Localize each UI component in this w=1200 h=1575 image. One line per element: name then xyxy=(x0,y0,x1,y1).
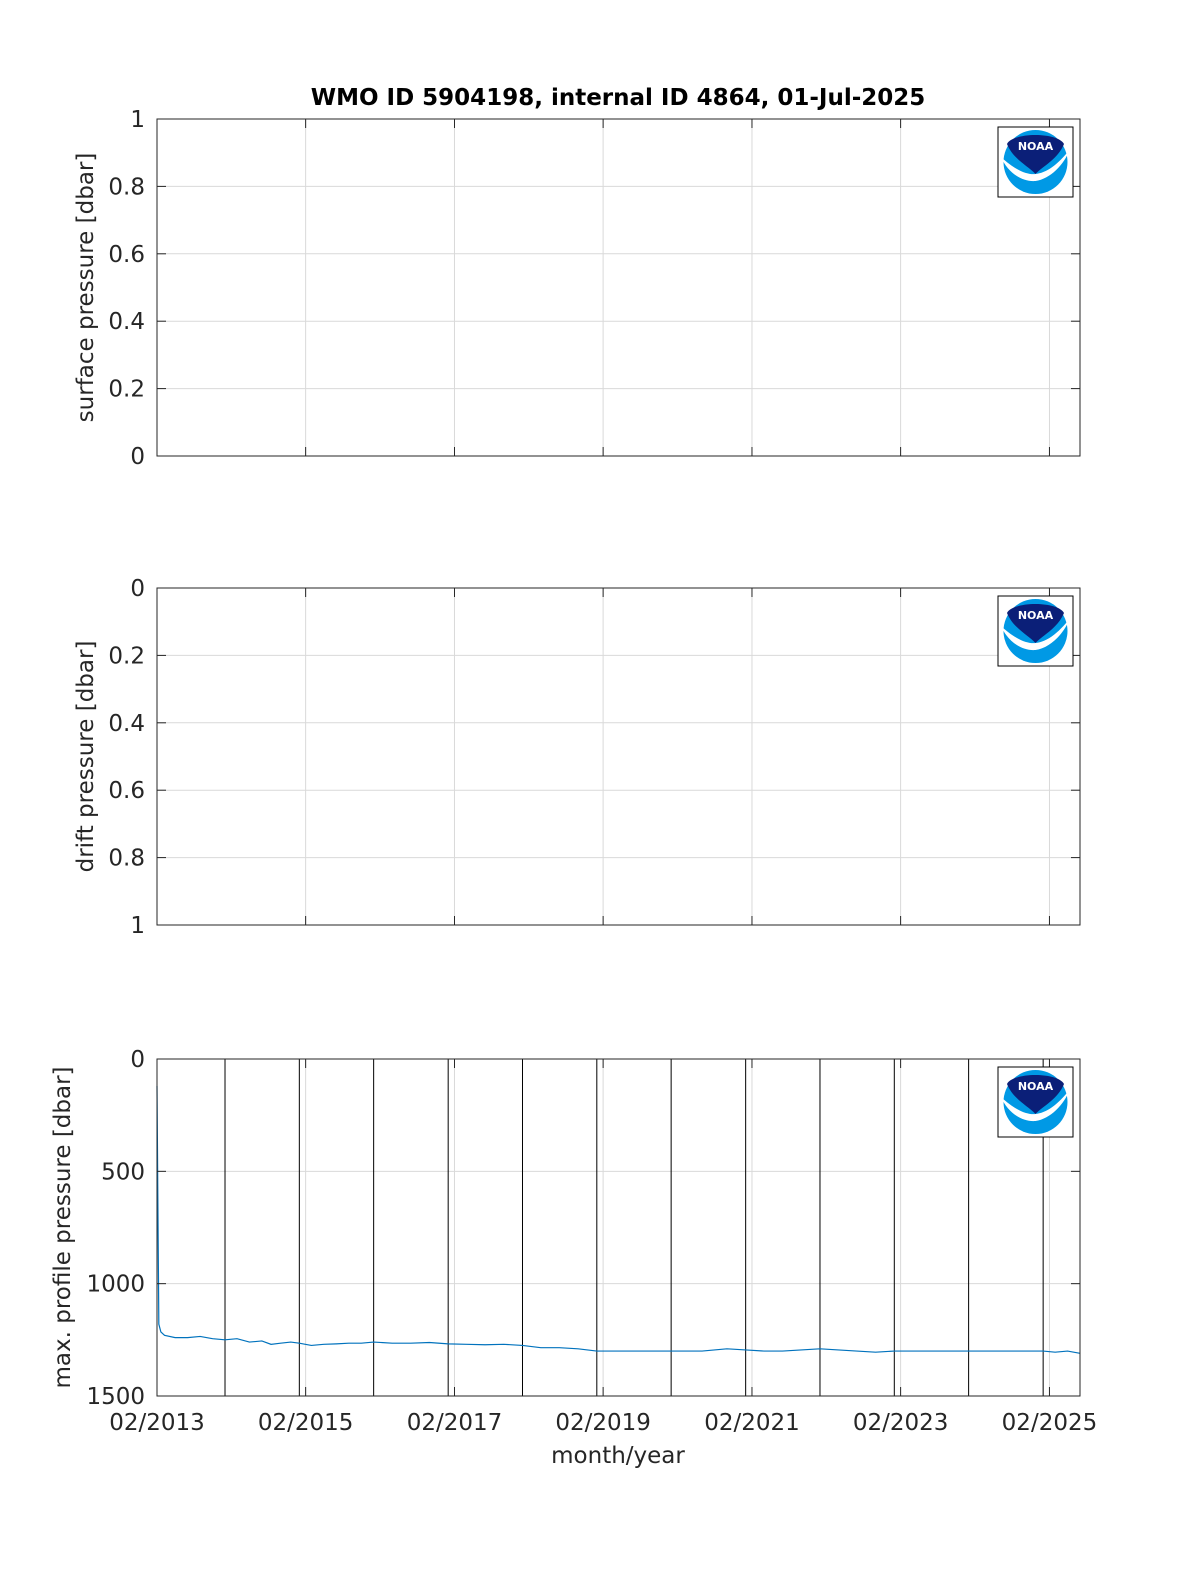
y-tick-label: 0 xyxy=(130,444,145,470)
y-tick-label: 1 xyxy=(130,107,145,133)
x-tick-label: 02/2015 xyxy=(258,1410,354,1436)
noaa-logo-icon: NOAA xyxy=(997,1066,1074,1138)
y-tick-label: 0.4 xyxy=(108,711,145,737)
y-tick-label: 0.2 xyxy=(108,643,145,669)
y-tick-label: 0.4 xyxy=(108,309,145,335)
axes-box xyxy=(156,1058,1081,1397)
y-axis-label: max. profile pressure [dbar] xyxy=(50,1066,76,1388)
x-tick-label: 02/2023 xyxy=(853,1410,949,1436)
panels: 0 0.2 0.4 0.6 0.8 1 surface pressure [dbar] NOA… xyxy=(50,107,1097,1436)
x-tick-label: 02/2021 xyxy=(704,1410,800,1436)
pressure-series-line xyxy=(156,1085,1081,1354)
axes-box xyxy=(156,587,1081,926)
surface-pressure-panel: 0 0.2 0.4 0.6 0.8 1 surface pressure [dbar] NOA… xyxy=(73,107,1081,470)
y-tick-label: 1 xyxy=(130,913,145,939)
y-tick-label: 500 xyxy=(101,1159,145,1185)
logo-gull-shape xyxy=(1001,618,1070,651)
x-tick-label: 02/2025 xyxy=(1002,1410,1098,1436)
axes-box xyxy=(156,118,1081,457)
logo-sky-shape xyxy=(1007,135,1064,174)
x-tick-label: 02/2013 xyxy=(109,1410,205,1436)
y-tick-label: 0.8 xyxy=(108,174,145,200)
figure-title: WMO ID 5904198, internal ID 4864, 01-Jul… xyxy=(311,85,926,111)
logo-text: NOAA xyxy=(1018,140,1054,153)
logo-text: NOAA xyxy=(1018,1080,1054,1093)
x-axis-label: month/year xyxy=(551,1443,685,1469)
logo-sky-shape xyxy=(1007,604,1064,643)
logo-gull-shape xyxy=(1001,1089,1070,1122)
noaa-logo-icon: NOAA xyxy=(997,595,1074,667)
y-tick-label: 0.8 xyxy=(108,846,145,872)
y-tick-label: 1500 xyxy=(86,1384,145,1410)
y-tick-label: 0 xyxy=(130,576,145,602)
logo-text: NOAA xyxy=(1018,609,1054,622)
y-tick-label: 0 xyxy=(130,1047,145,1073)
x-tick-label: 02/2017 xyxy=(407,1410,503,1436)
logo-gull-shape xyxy=(1001,149,1070,182)
logo-sky-shape xyxy=(1007,1075,1064,1114)
y-axis-label: surface pressure [dbar] xyxy=(73,153,99,423)
y-tick-label: 0.6 xyxy=(108,778,145,804)
y-tick-label: 0.6 xyxy=(108,242,145,268)
y-tick-label: 1000 xyxy=(86,1272,145,1298)
noaa-logo-icon: NOAA xyxy=(997,126,1074,198)
y-tick-label: 0.2 xyxy=(108,377,145,403)
drift-pressure-panel: 0 0.2 0.4 0.6 0.8 1 drift pressure [dbar] NOAA xyxy=(73,576,1081,939)
y-axis-label: drift pressure [dbar] xyxy=(73,641,99,873)
x-tick-label: 02/2019 xyxy=(555,1410,651,1436)
